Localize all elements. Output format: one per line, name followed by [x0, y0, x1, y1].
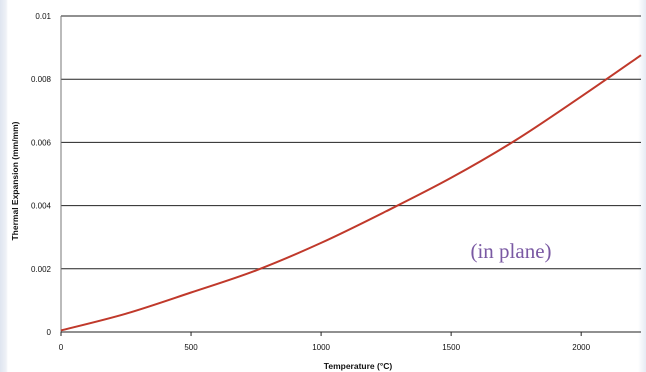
x-axis-title: Temperature (°C) — [324, 361, 393, 371]
gridlines — [61, 15, 641, 270]
x-tick-label: 1000 — [312, 343, 330, 352]
y-tick-label: 0.004 — [31, 202, 52, 211]
x-tick-labels: 0 500 1000 1500 2000 — [59, 343, 591, 352]
y-tick-label: 0.01 — [35, 12, 51, 21]
x-tick-label: 0 — [59, 343, 64, 352]
series-line-thermal-expansion — [60, 54, 642, 332]
series-group — [60, 54, 642, 332]
y-tick-label: 0.008 — [31, 75, 52, 84]
axes — [60, 16, 641, 336]
y-axis-title: Thermal Expansion (mm/mm) — [10, 121, 20, 240]
x-tick-label: 500 — [184, 343, 198, 352]
x-tick-label: 1500 — [442, 343, 460, 352]
y-tick-label: 0.002 — [31, 265, 52, 274]
y-tick-labels: 0 0.002 0.004 0.006 0.008 0.01 — [31, 12, 52, 337]
y-tick-label: 0 — [47, 328, 52, 337]
annotation-label: (in plane) — [470, 239, 551, 263]
x-tick-label: 2000 — [572, 343, 590, 352]
y-tick-label: 0.006 — [31, 138, 52, 147]
